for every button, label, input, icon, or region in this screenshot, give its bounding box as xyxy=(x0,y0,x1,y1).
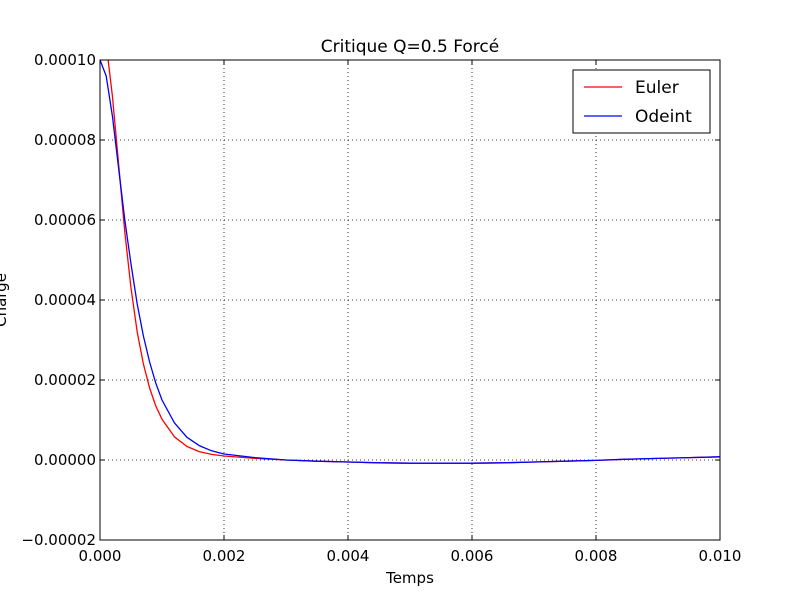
x-tick-label: 0.000 xyxy=(79,547,122,565)
y-tick-label: 0.00002 xyxy=(34,371,96,389)
x-tick-label: 0.002 xyxy=(203,547,246,565)
y-tick-label: 0.00006 xyxy=(34,211,96,229)
y-tick-label: −0.00002 xyxy=(21,531,96,549)
x-tick-labels: 0.000 0.002 0.004 0.006 0.008 0.010 xyxy=(79,547,742,565)
x-tick-label: 0.006 xyxy=(451,547,494,565)
y-tick-label: 0.00000 xyxy=(34,451,96,469)
y-axis-label: Charge xyxy=(0,273,10,327)
x-tick-label: 0.004 xyxy=(327,547,370,565)
legend-label-euler: Euler xyxy=(635,78,679,98)
series-line-odeint xyxy=(100,60,720,464)
series-lines xyxy=(100,60,720,464)
ticks xyxy=(99,59,721,541)
legend-label-odeint: Odeint xyxy=(635,107,692,127)
y-tick-label: 0.00010 xyxy=(34,51,96,69)
y-tick-label: 0.00008 xyxy=(34,131,96,149)
chart-title: Critique Q=0.5 Forcé xyxy=(321,37,499,57)
grid xyxy=(100,60,720,540)
y-tick-label: 0.00004 xyxy=(34,291,96,309)
legend-box xyxy=(572,69,711,134)
y-tick-labels: −0.00002 0.00000 0.00002 0.00004 0.00006 0.00… xyxy=(21,51,96,549)
x-axis-label: Temps xyxy=(385,569,434,587)
legend: Euler Odeint xyxy=(572,69,711,134)
x-tick-label: 0.008 xyxy=(575,547,618,565)
x-tick-label: 0.010 xyxy=(699,547,742,565)
